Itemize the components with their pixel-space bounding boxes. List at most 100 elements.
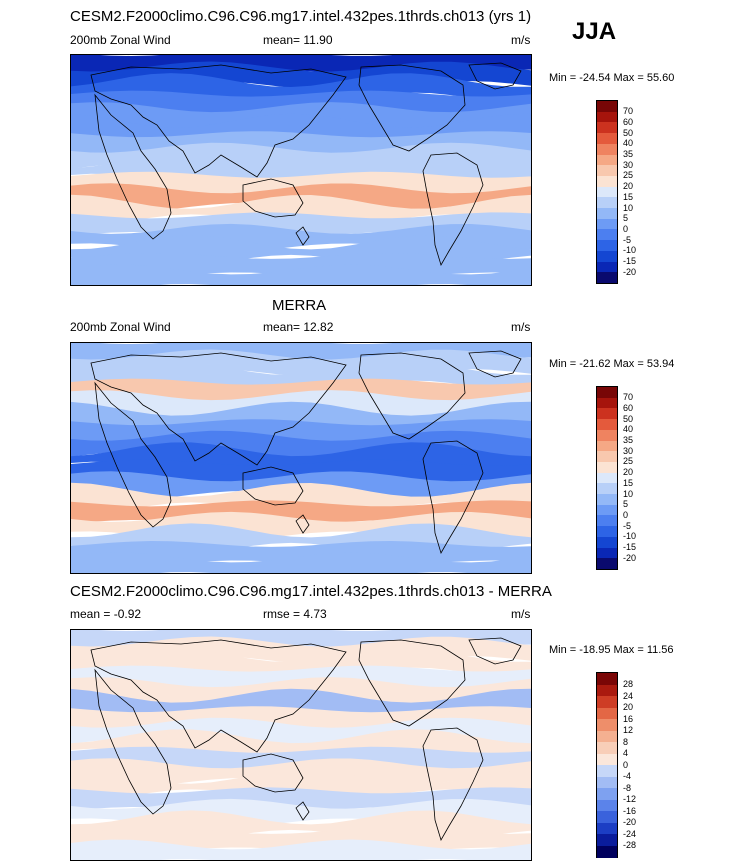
colorbar-segment: [597, 696, 617, 708]
coastline: [358, 639, 466, 727]
colorbar-segment: [597, 799, 617, 812]
colorbar-tick-label: -10: [623, 245, 637, 256]
colorbar-segment: [597, 229, 617, 241]
coastline: [295, 226, 310, 246]
colorbar-tick-label: 40: [623, 138, 634, 149]
colorbar-tick-label: 70: [623, 106, 634, 117]
panel-3-rmse-label: rmse = 4.73: [263, 607, 327, 621]
colorbar-tick-label: 60: [623, 116, 634, 127]
panel-2-colorbar: 70 60 50 40 35 30 25 20 15 10 5 0 -5 -10 -15 -20: [596, 386, 636, 570]
colorbar-segment: [597, 218, 617, 230]
colorbar-segment: [597, 143, 617, 156]
colorbar-tick-label: -5: [623, 234, 632, 245]
colorbar-segment: [597, 208, 617, 220]
colorbar-tick-label: 16: [623, 713, 634, 724]
colorbar-tick-label: 15: [623, 191, 634, 202]
contour-band: [71, 142, 531, 173]
colorbar-segment: [597, 673, 617, 685]
contour-band: [71, 839, 531, 860]
colorbar-tick-label: 20: [623, 467, 634, 478]
colorbar-tick-label: 15: [623, 477, 634, 488]
contour-band: [71, 194, 531, 229]
panel-1-title: CESM2.F2000climo.C96.C96.mg17.intel.432p…: [70, 8, 532, 25]
colorbar-segment: [597, 483, 617, 495]
panel-1-minmax: Min = -24.54 Max = 55.60: [549, 72, 675, 84]
panel-1-colorbar: 70 60 50 40 35 30 25 20 15 10 5 0 -5 -10 -15 -20: [596, 100, 636, 284]
colorbar-segment: [597, 429, 617, 442]
contour-band: [71, 361, 531, 395]
colorbar-segment: [597, 765, 617, 777]
coastline: [468, 637, 522, 665]
colorbar-tick-label: 35: [623, 435, 634, 446]
colorbar-tick-label: 0: [623, 223, 629, 234]
colorbar-tick-label: -16: [623, 805, 637, 816]
coastline: [242, 753, 304, 793]
contour-band: [71, 648, 531, 682]
colorbar-segment: [597, 472, 617, 484]
panel-2-title: MERRA: [272, 297, 327, 314]
colorbar-segment: [597, 845, 617, 858]
colorbar-segment: [597, 197, 617, 209]
coastline: [90, 639, 347, 753]
coastline: [358, 64, 466, 152]
colorbar-tick-label: 50: [623, 127, 634, 138]
colorbar-tick-label: -20: [623, 817, 637, 827]
colorbar-tick-label: -15: [623, 542, 637, 553]
panel-3-colorbar: 28 24 20 16 12 8 4 0 -4 -8 -12 -16 -20 -24 -28: [596, 672, 636, 858]
colorbar-segment: [597, 515, 617, 527]
colorbar-tick-label: 70: [623, 392, 634, 403]
coastline: [422, 440, 484, 555]
colorbar-tick-label: 20: [623, 702, 634, 712]
colorbar-segment: [597, 165, 617, 177]
coastline: [242, 466, 304, 506]
colorbar-tick-label: -4: [623, 771, 632, 781]
colorbar-tick-label: 20: [623, 181, 634, 192]
contour-band: [71, 552, 531, 573]
colorbar-tick-label: 5: [623, 213, 629, 224]
colorbar-tick-label: 0: [623, 509, 629, 520]
contour-band: [71, 90, 531, 117]
season-label: JJA: [572, 18, 617, 45]
colorbar-segment: [597, 776, 617, 789]
colorbar-segment: [597, 419, 617, 431]
panel-2-variable-label: 200mb Zonal Wind: [70, 320, 171, 334]
colorbar-segment: [597, 440, 617, 452]
colorbar-segment: [597, 547, 617, 559]
colorbar-tick-label: -15: [623, 256, 637, 267]
panel-3-contour-plot: [71, 630, 531, 860]
contour-band: [71, 430, 531, 461]
colorbar-segment: [597, 154, 617, 166]
contour-band: [71, 73, 531, 107]
panel-2-mean-label: mean= 12.82: [263, 320, 334, 334]
coastline: [358, 352, 466, 440]
colorbar-segment: [597, 558, 617, 570]
coastline: [94, 668, 172, 815]
colorbar-segment: [597, 240, 617, 252]
coastline: [422, 727, 484, 842]
colorbar-tick-label: 5: [623, 499, 629, 510]
colorbar-segment: [597, 788, 617, 800]
colorbar-tick-label: 35: [623, 149, 634, 160]
panel-1-mean-label: mean= 11.90: [263, 33, 333, 47]
contour-band: [71, 717, 531, 748]
colorbar-segment: [597, 461, 617, 474]
colorbar-tick-label: 10: [623, 488, 634, 499]
colorbar-segment: [597, 834, 617, 846]
coastline: [242, 178, 304, 218]
colorbar-tick-label: 28: [623, 679, 634, 689]
colorbar-segment: [597, 397, 617, 409]
colorbar-tick-label: 30: [623, 159, 634, 170]
panel-2-contour-plot: [71, 343, 531, 573]
colorbar-segment: [597, 742, 617, 754]
colorbar-tick-label: 24: [623, 690, 634, 701]
panel-1-units-label: m/s: [511, 33, 531, 47]
panel-2-units-label: m/s: [511, 320, 531, 334]
colorbar-segment: [597, 536, 617, 549]
colorbar-tick-label: 8: [623, 736, 629, 747]
colorbar-tick-label: 60: [623, 402, 634, 413]
colorbar-tick-label: 0: [623, 759, 629, 770]
colorbar-segment: [597, 408, 617, 420]
colorbar-segment: [597, 822, 617, 835]
colorbar-segment: [597, 811, 617, 823]
coastline: [94, 381, 172, 528]
